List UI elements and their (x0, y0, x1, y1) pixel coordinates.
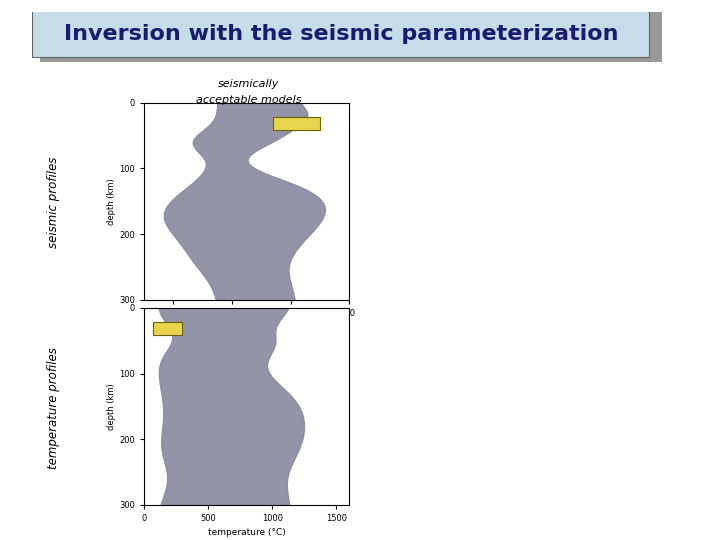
Text: acceptable models: acceptable models (196, 95, 301, 105)
Text: temperature profiles: temperature profiles (48, 347, 60, 469)
Text: seismically: seismically (217, 79, 279, 89)
X-axis label: temperature (°C): temperature (°C) (208, 529, 285, 537)
Bar (273, 117, 320, 130)
Y-axis label: depth (km): depth (km) (107, 178, 117, 225)
Y-axis label: depth (km): depth (km) (107, 383, 117, 430)
X-axis label: S-wave velocity (km/s): S-wave velocity (km/s) (195, 323, 298, 332)
Text: Inversion with the seismic parameterization: Inversion with the seismic parameterizat… (64, 24, 618, 44)
Bar (153, 322, 182, 335)
Text: seismic profiles: seismic profiles (48, 157, 60, 248)
